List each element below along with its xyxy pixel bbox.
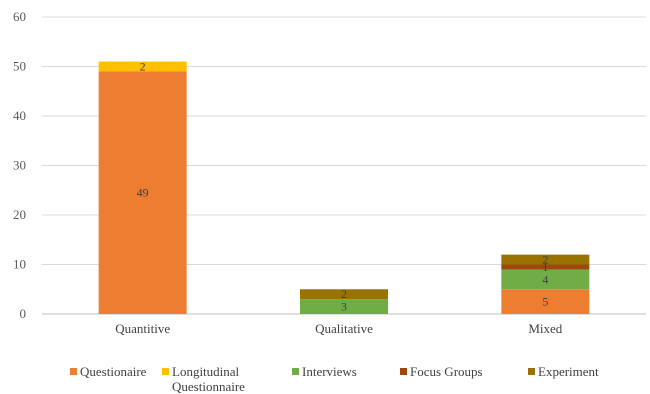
data-label: 1 [542,260,548,274]
category-label: Qualitative [315,321,373,336]
legend-label: Questionnaire [172,379,245,394]
x-axis-categories: Quantitive Qualitative Mixed [115,321,563,336]
y-tick-label: 40 [13,108,26,123]
y-tick-label: 20 [13,207,26,222]
bar-segment [300,289,388,300]
legend-swatch [400,368,407,375]
y-axis-ticks: 0 10 20 30 40 50 60 [13,9,26,321]
legend-label: Questionaire [80,364,147,379]
bar-segment [501,264,590,270]
bar-segment [300,299,388,314]
bar-segment [98,61,187,72]
y-tick-label: 30 [13,158,26,173]
bar-segment [501,289,590,314]
legend-swatch [70,368,77,375]
bar-segment [501,269,590,290]
legend-label: Interviews [302,364,357,379]
bar-segment [501,254,590,265]
data-label: 4 [542,272,548,286]
category-label: Mixed [528,321,562,336]
y-tick-label: 0 [20,306,27,321]
bars [98,61,590,314]
data-label: 2 [140,60,146,74]
category-label: Quantitive [115,321,170,336]
legend-label: Experiment [538,364,599,379]
data-label: 3 [341,300,347,314]
y-tick-label: 50 [13,59,26,74]
legend-label: Focus Groups [410,364,483,379]
data-label: 2 [542,253,548,267]
data-label: 2 [341,287,347,301]
data-label: 49 [137,186,149,200]
y-tick-label: 60 [13,9,26,24]
legend-swatch [162,368,169,375]
bar-segment [98,71,187,314]
data-label: 5 [542,295,548,309]
legend-label: Longitudinal [172,364,240,379]
legend-swatch [528,368,535,375]
legend-swatch [292,368,299,375]
y-tick-label: 10 [13,257,26,272]
